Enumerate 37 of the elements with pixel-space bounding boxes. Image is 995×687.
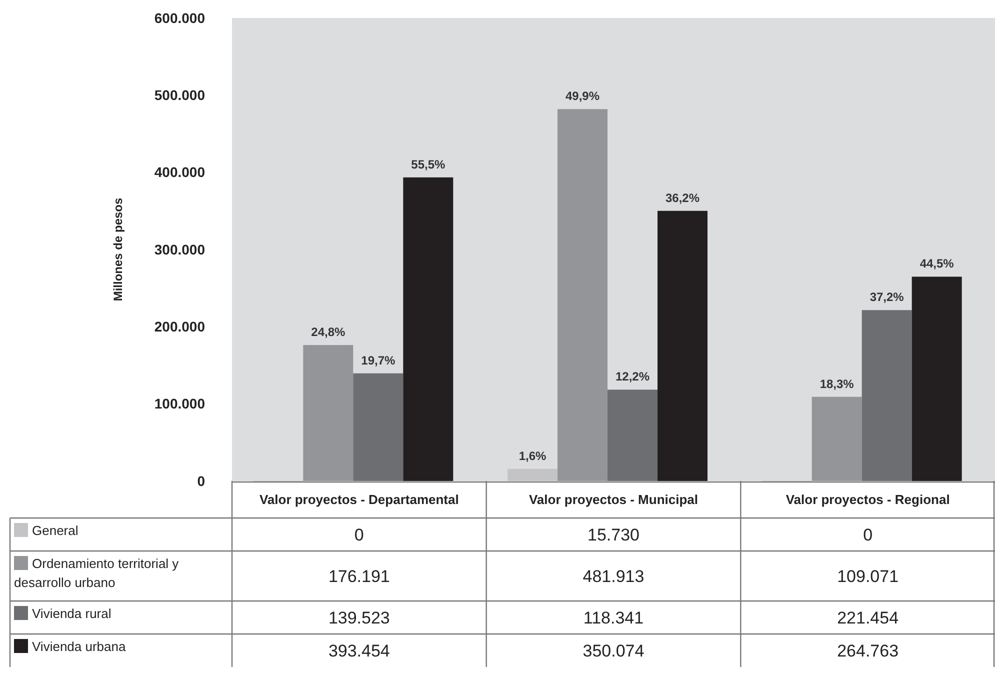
data-label: 0: [863, 525, 873, 544]
data-label: 393.454: [328, 641, 390, 660]
legend-label: General: [32, 523, 78, 538]
data-label: 15.730: [588, 525, 640, 544]
data-label: 221.454: [837, 608, 899, 628]
y-tick-label: 0: [197, 472, 206, 489]
annotation: 18,3%: [820, 376, 854, 391]
y-axis-title: Millones de pesos: [111, 197, 125, 302]
data-label: 350.074: [582, 641, 644, 660]
x-tick-label: Valor proyectos - Municipal: [528, 492, 698, 508]
data-label: 118.341: [583, 608, 644, 628]
data-label: 264.763: [837, 641, 899, 660]
y-tick-label: 100.000: [154, 396, 206, 412]
annotation: 55,5%: [411, 157, 446, 172]
annotation: 24,8%: [311, 325, 346, 340]
x-tick-label: Valor proyectos - Regional: [786, 492, 950, 508]
annotation: 36,2%: [665, 190, 700, 205]
annotation: 37,2%: [870, 290, 904, 304]
y-tick-label: 400.000: [154, 164, 206, 180]
annotation: 19,7%: [361, 353, 396, 368]
y-tick-label: 200.000: [154, 318, 206, 335]
data-label: 481.913: [582, 566, 644, 586]
annotation: 49,9%: [565, 89, 600, 104]
data-label: 176.191: [328, 566, 390, 586]
y-tick-label: 500.000: [154, 87, 206, 104]
y-tick-label: 300.000: [154, 241, 206, 258]
x-tick-label: Valor proyectos - Departamental: [259, 492, 459, 508]
annotation: 1,6%: [518, 448, 546, 463]
data-label: 0: [354, 525, 364, 544]
legend-label: Vivienda urbana: [32, 639, 126, 654]
annotation: 44,5%: [920, 256, 954, 271]
legend-label: Vivienda rural: [32, 606, 112, 621]
data-label: 109.071: [837, 566, 899, 586]
y-tick-label: 600.000: [154, 10, 206, 26]
annotation: 12,2%: [615, 370, 650, 384]
legend-label: Ordenamiento territorial y desarrollo urbano: [14, 556, 180, 590]
data-label: 139.523: [328, 608, 390, 628]
